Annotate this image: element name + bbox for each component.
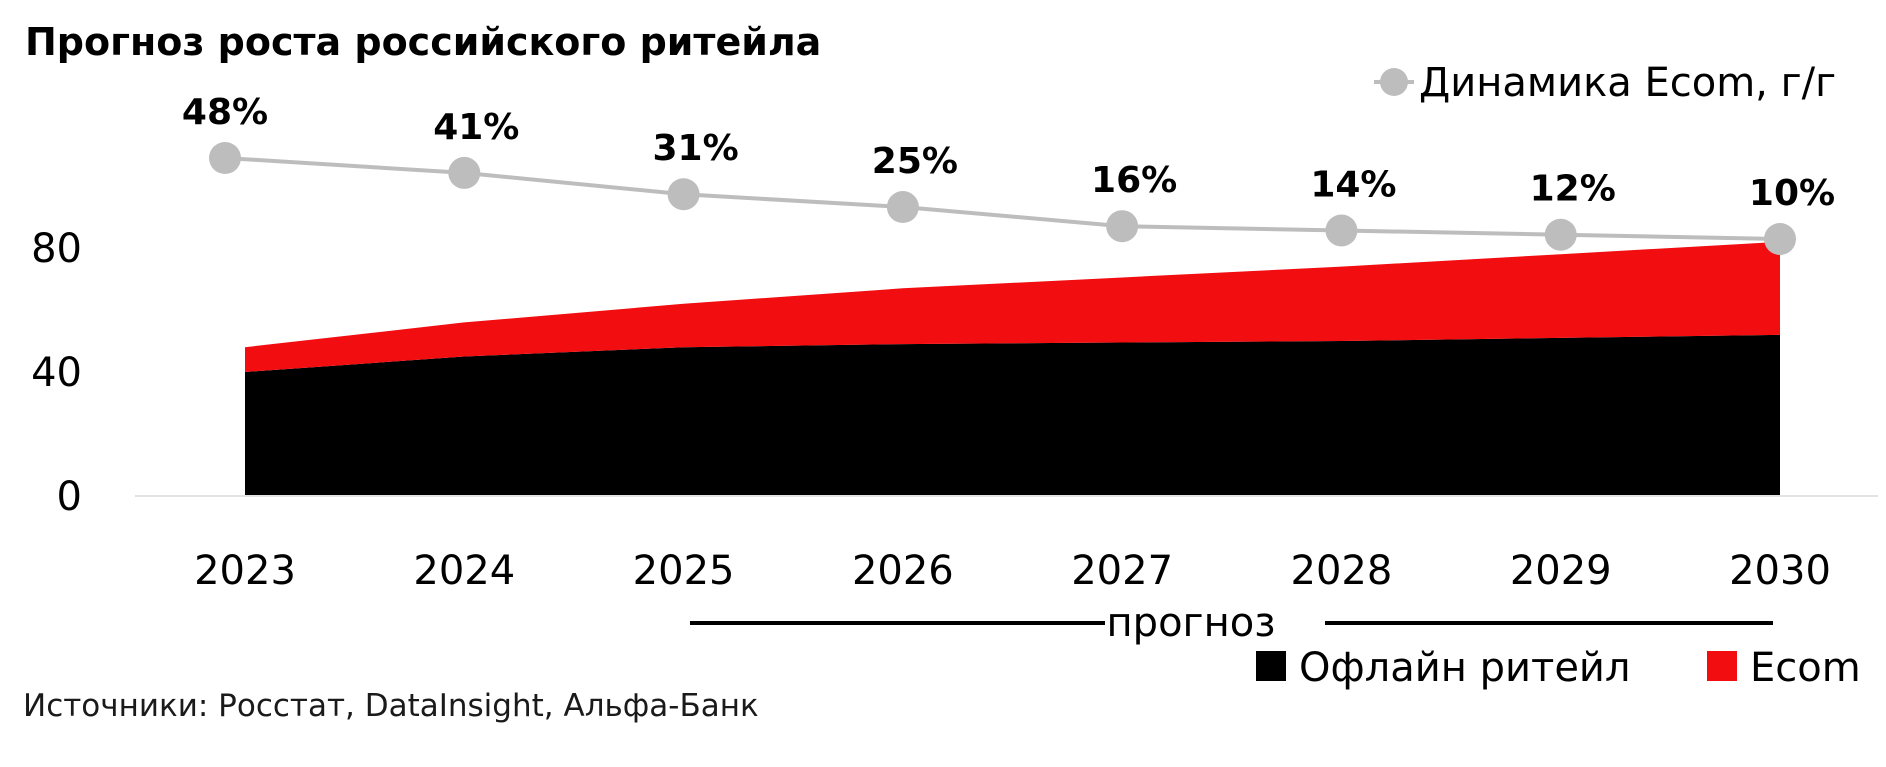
forecast-label: прогноз	[1107, 600, 1276, 646]
growth-point	[1325, 214, 1358, 247]
growth-point	[1544, 218, 1577, 251]
growth-data-label: 10%	[1749, 173, 1835, 214]
growth-line	[224, 156, 1781, 241]
legend-swatch-ecom	[1707, 651, 1737, 681]
x-tick-label: 2026	[852, 548, 954, 594]
x-tick-label: 2027	[1071, 548, 1173, 594]
legend-swatch-offline	[1256, 651, 1286, 681]
source-note: Источники: Росстат, DataInsight, Альфа-Б…	[23, 688, 759, 724]
legend-line-marker	[1380, 68, 1408, 96]
x-tick-label: 2028	[1291, 548, 1393, 594]
growth-point	[209, 142, 241, 174]
x-tick-label: 2030	[1729, 548, 1831, 594]
growth-point	[667, 178, 700, 211]
x-axis: 2023 2024 2025 2026 2027 2028 2029 2030	[194, 548, 1831, 594]
growth-data-label: 41%	[433, 107, 519, 148]
growth-data-label: 14%	[1310, 164, 1396, 205]
growth-point	[448, 156, 481, 189]
growth-data-label: 25%	[872, 141, 958, 182]
growth-point	[1764, 223, 1796, 255]
chart-title: Прогноз роста российского ритейла	[25, 20, 821, 64]
forecast-bracket: прогноз	[690, 600, 1773, 646]
growth-point	[1106, 210, 1139, 243]
x-tick-label: 2023	[194, 548, 296, 594]
legend-top: Динамика Ecom, г/г	[1374, 60, 1836, 106]
growth-data-label: 48%	[182, 92, 268, 133]
y-tick-label: 0	[57, 474, 82, 520]
legend-line-label: Динамика Ecom, г/г	[1419, 60, 1836, 106]
x-tick-label: 2029	[1510, 548, 1612, 594]
growth-labels: 48% 41% 31% 25% 16% 14% 12% 10%	[182, 92, 1835, 214]
legend-label-offline: Офлайн ритейл	[1299, 645, 1630, 691]
y-tick-label: 40	[31, 350, 82, 396]
y-tick-label: 80	[31, 226, 82, 272]
legend-label-ecom: Ecom	[1750, 645, 1861, 691]
growth-data-label: 16%	[1091, 160, 1177, 201]
growth-line-layer	[209, 142, 1796, 255]
area-ecom	[245, 241, 1780, 372]
y-axis: 0 40 80	[31, 226, 82, 520]
growth-data-label: 31%	[652, 128, 738, 169]
area-layer	[245, 241, 1780, 496]
x-tick-label: 2024	[413, 548, 515, 594]
x-tick-label: 2025	[633, 548, 735, 594]
legend-bottom: Офлайн ритейл Ecom	[1256, 645, 1861, 691]
growth-point	[886, 191, 919, 224]
area-offline-retail	[245, 334, 1780, 496]
growth-data-label: 12%	[1530, 169, 1616, 210]
